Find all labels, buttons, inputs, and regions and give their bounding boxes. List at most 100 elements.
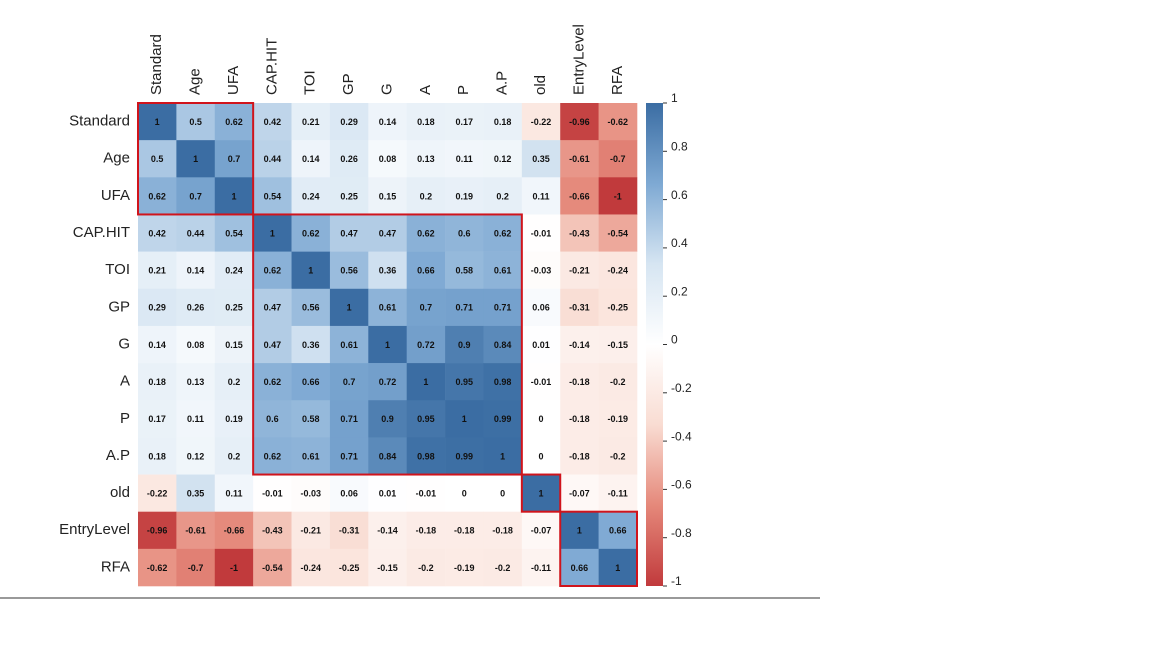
cell	[483, 214, 523, 252]
cell-label: -0.22	[147, 488, 168, 498]
column-label: Standard	[148, 34, 165, 95]
cell-label: 0.18	[148, 377, 166, 387]
cell-label: -0.07	[569, 488, 590, 498]
cell-label: 1	[270, 228, 275, 238]
cell	[560, 511, 599, 550]
cell	[253, 288, 292, 327]
cell	[253, 140, 292, 178]
row-label: G	[118, 335, 130, 352]
cell	[138, 177, 177, 215]
cell	[521, 511, 561, 550]
cell	[521, 400, 561, 438]
cell	[291, 140, 331, 178]
cell	[483, 251, 523, 290]
column-label: A.P	[494, 71, 511, 95]
column-label: TOI	[302, 70, 319, 95]
cell-label: 0	[462, 488, 467, 498]
cell	[368, 251, 407, 290]
cell	[406, 288, 446, 327]
cell	[176, 437, 216, 475]
cell-label: 0.98	[494, 377, 512, 387]
cell	[176, 103, 216, 141]
cell	[406, 548, 446, 587]
cell	[176, 548, 216, 587]
cell	[368, 214, 407, 252]
cell	[138, 214, 177, 252]
cell	[329, 474, 369, 512]
cell	[214, 177, 254, 215]
cell	[445, 400, 484, 438]
cell-label: 0	[539, 451, 544, 461]
cell-label: -0.2	[495, 563, 511, 573]
cell-label: 0.7	[420, 303, 433, 313]
cell	[291, 214, 331, 252]
cell	[138, 288, 177, 327]
cell	[291, 400, 331, 438]
cluster-box	[137, 102, 255, 216]
cell-label: -0.18	[492, 526, 513, 536]
cell-label: 1	[539, 488, 544, 498]
cell-label: 0.01	[379, 488, 397, 498]
cell	[560, 474, 599, 512]
cell-label: 0.62	[148, 191, 166, 201]
cell-label: -0.25	[339, 563, 360, 573]
cell	[368, 437, 407, 475]
cell	[253, 400, 292, 438]
cell-label: 0.56	[302, 303, 320, 313]
cell	[214, 363, 254, 401]
cell-label: 0.08	[379, 154, 397, 164]
cell	[598, 251, 638, 290]
cell	[214, 140, 254, 178]
cell	[560, 214, 599, 252]
row-label: old	[110, 484, 130, 501]
cell	[598, 400, 638, 438]
cell-label: -0.31	[569, 303, 590, 313]
cell-label: 0.14	[302, 154, 320, 164]
cell-label: 0.36	[302, 340, 320, 350]
cell	[483, 288, 523, 327]
cell	[214, 474, 254, 512]
cell-label: -0.11	[531, 563, 551, 573]
cell-label: -1	[230, 563, 238, 573]
cell-label: 0.62	[417, 228, 435, 238]
row-label: A.P	[106, 447, 130, 464]
cell-label: 0.71	[494, 303, 512, 313]
column-label: EntryLevel	[570, 24, 587, 95]
cell	[176, 214, 216, 252]
cell	[291, 251, 331, 290]
cell	[138, 548, 177, 587]
cell	[598, 511, 638, 550]
cell-label: -0.62	[147, 563, 168, 573]
cell	[176, 325, 216, 364]
cell-label: 1	[155, 117, 160, 127]
row-label: Age	[103, 150, 130, 167]
cell-label: -0.54	[262, 563, 283, 573]
cell	[368, 103, 407, 141]
cell-label: 1	[193, 154, 198, 164]
cell-label: 0.58	[456, 266, 474, 276]
cell-label: 0.12	[494, 154, 512, 164]
cell	[483, 325, 523, 364]
cell-label: 1	[231, 191, 236, 201]
cell-label: -0.43	[262, 526, 283, 536]
cell-label: 0.62	[494, 228, 512, 238]
cell-label: -0.7	[610, 154, 626, 164]
cell	[521, 177, 561, 215]
cell-label: 0.54	[264, 191, 282, 201]
cell	[253, 548, 292, 587]
cell	[560, 288, 599, 327]
row-label: CAP.HIT	[73, 224, 130, 241]
cell-label: -0.62	[608, 117, 629, 127]
cluster-box	[252, 213, 523, 476]
cell-label: 0.06	[340, 488, 358, 498]
cell-label: 0.18	[417, 117, 435, 127]
cell	[214, 214, 254, 252]
cell-label: -0.96	[569, 117, 590, 127]
row-label: P	[120, 410, 130, 427]
cell-label: -0.03	[531, 266, 552, 276]
cell-label: 1	[385, 340, 390, 350]
cell-label: 0.66	[571, 563, 589, 573]
cell	[214, 325, 254, 364]
cell	[521, 214, 561, 252]
cell-label: 0.66	[302, 377, 320, 387]
